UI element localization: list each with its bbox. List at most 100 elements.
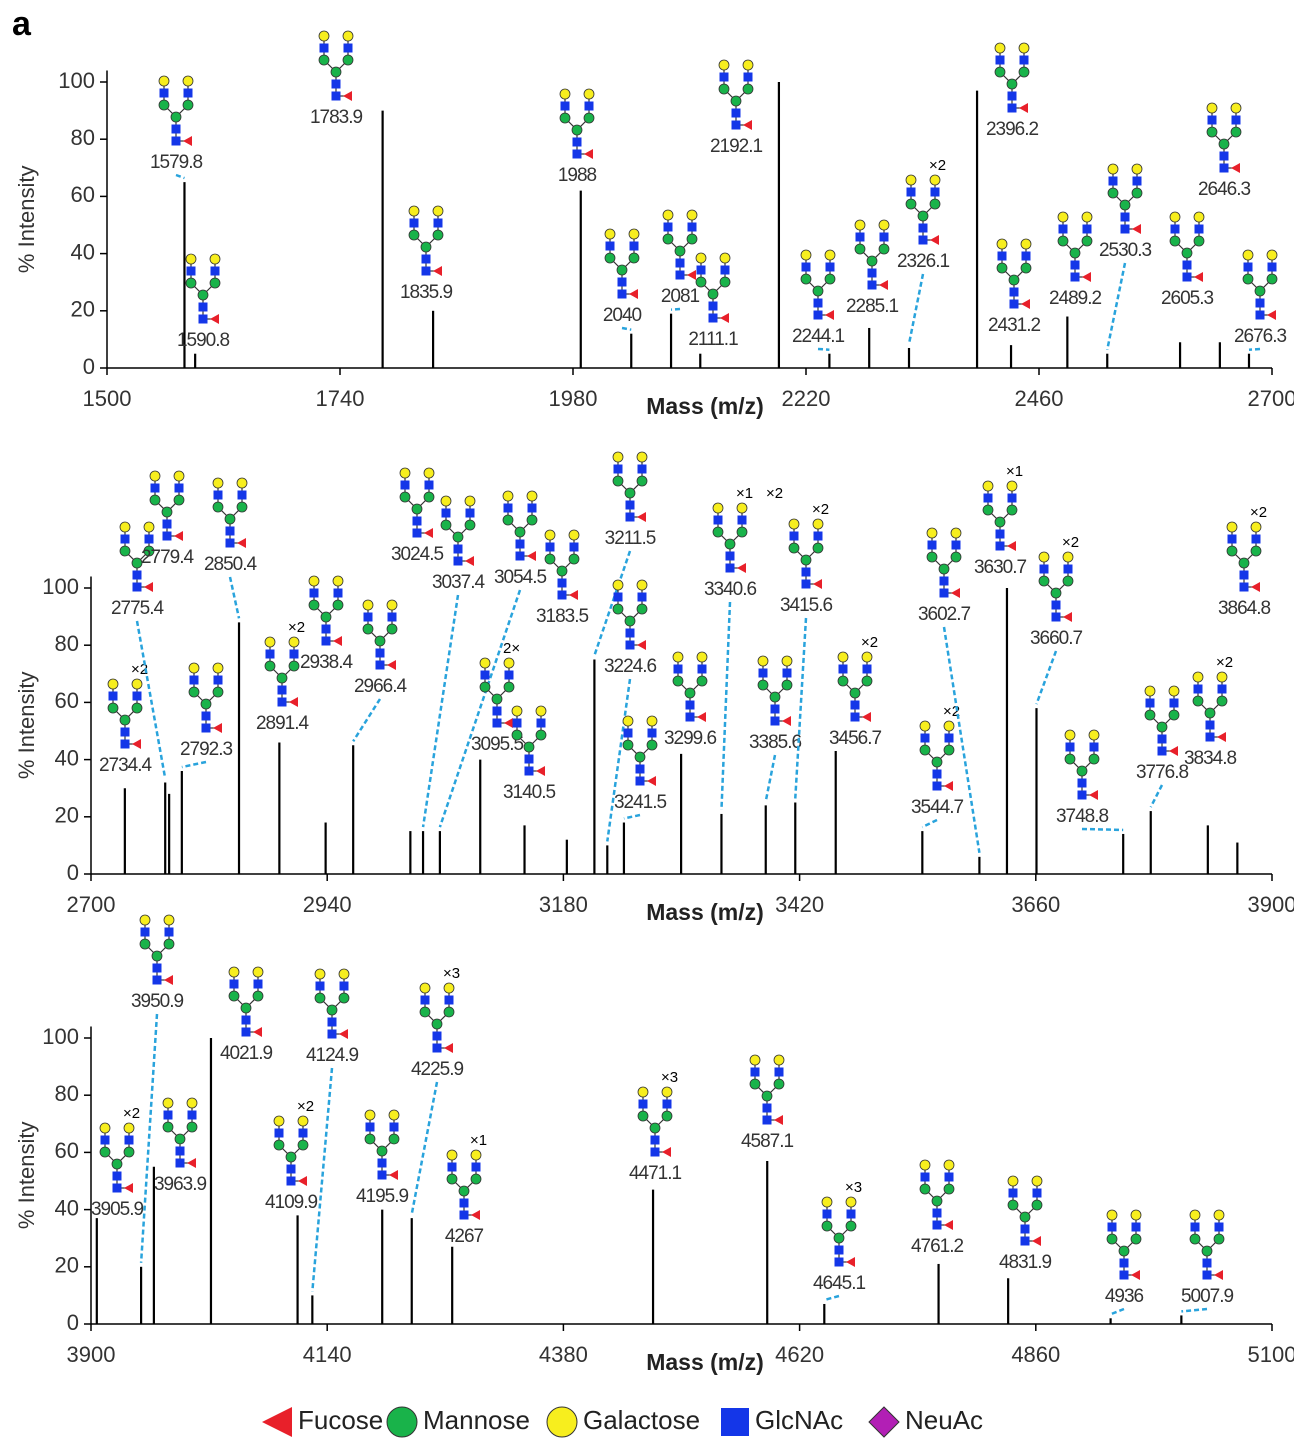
glycan-icon bbox=[854, 219, 890, 290]
peak-label: 4124.9 bbox=[306, 1045, 359, 1066]
hexose bbox=[686, 209, 698, 221]
hexose bbox=[252, 966, 264, 978]
connector bbox=[720, 601, 732, 810]
x-tick-label: 3660 bbox=[1011, 892, 1060, 917]
hexose bbox=[583, 88, 595, 100]
glcnac bbox=[560, 101, 570, 111]
hexose bbox=[318, 54, 330, 66]
y-tick-label: 60 bbox=[55, 1138, 79, 1163]
glcnac bbox=[444, 995, 454, 1005]
hexose bbox=[149, 470, 161, 482]
hexose bbox=[502, 490, 514, 502]
hexose bbox=[919, 720, 931, 732]
connector bbox=[593, 550, 632, 656]
hexose bbox=[861, 675, 873, 687]
glcnac bbox=[201, 711, 211, 721]
glcnac bbox=[331, 91, 341, 101]
peak-label: 2244.1 bbox=[792, 326, 845, 347]
hexose bbox=[724, 538, 736, 550]
fucose bbox=[637, 640, 646, 650]
glcnac bbox=[1202, 1258, 1212, 1268]
hexose bbox=[288, 660, 300, 672]
fucose bbox=[1267, 310, 1276, 320]
hexose bbox=[408, 229, 420, 241]
peak-label: 3224.6 bbox=[604, 656, 657, 677]
glycan-icon bbox=[1192, 671, 1228, 742]
hexose bbox=[571, 124, 583, 136]
glycan-icon bbox=[718, 59, 754, 130]
y-tick-label: 0 bbox=[83, 354, 95, 379]
hexose bbox=[1250, 521, 1262, 533]
hexose bbox=[188, 662, 200, 674]
glcnac bbox=[1021, 251, 1031, 261]
glcnac bbox=[421, 266, 431, 276]
glcnac bbox=[198, 314, 208, 324]
glcnac bbox=[647, 728, 657, 738]
glycan-icon bbox=[440, 495, 476, 566]
glcnac bbox=[198, 302, 208, 312]
hexose bbox=[1144, 709, 1156, 721]
glycan-icon bbox=[139, 914, 175, 985]
hexose bbox=[131, 678, 143, 690]
y-tick-label: 40 bbox=[71, 239, 95, 264]
glcnac bbox=[315, 981, 325, 991]
peak-label: 1590.8 bbox=[177, 330, 230, 351]
glcnac bbox=[225, 526, 235, 536]
glycan-icon bbox=[749, 1054, 785, 1125]
glcnac bbox=[1107, 1222, 1117, 1232]
y-tick-label: 100 bbox=[58, 68, 95, 93]
hexose bbox=[749, 1078, 761, 1090]
glcnac bbox=[813, 531, 823, 541]
hexose bbox=[761, 1090, 773, 1102]
glcnac bbox=[1119, 1258, 1129, 1268]
x-tick-label: 3180 bbox=[539, 892, 588, 917]
peak-label: 2779.4 bbox=[141, 547, 195, 568]
connector bbox=[907, 273, 925, 345]
glcnac bbox=[932, 781, 942, 791]
hexose bbox=[1064, 753, 1076, 765]
hexose bbox=[440, 519, 452, 531]
hexose bbox=[812, 542, 824, 554]
hexose bbox=[200, 698, 212, 710]
glcnac bbox=[377, 1170, 387, 1180]
x-tick-label: 2220 bbox=[782, 386, 831, 411]
glcnac bbox=[213, 490, 223, 500]
hexose bbox=[742, 59, 754, 71]
hexose bbox=[1213, 1209, 1225, 1221]
hexose bbox=[950, 527, 962, 539]
fucose bbox=[1007, 541, 1016, 551]
glcnac bbox=[822, 1209, 832, 1219]
hexose bbox=[1006, 504, 1018, 516]
hexose bbox=[288, 636, 300, 648]
glcnac bbox=[162, 519, 172, 529]
y-tick-label: 80 bbox=[55, 631, 79, 656]
fucose bbox=[164, 975, 173, 985]
glcnac bbox=[801, 567, 811, 577]
glycan-icon bbox=[185, 253, 221, 324]
glcnac bbox=[613, 464, 623, 474]
glycan-icon bbox=[712, 502, 748, 573]
hexose bbox=[982, 480, 994, 492]
glcnac bbox=[983, 493, 993, 503]
glcnac bbox=[424, 480, 434, 490]
hexose bbox=[624, 487, 636, 499]
hexose bbox=[197, 289, 209, 301]
fucose bbox=[879, 280, 888, 290]
hexose bbox=[845, 1196, 857, 1208]
hexose bbox=[362, 599, 374, 611]
glcnac bbox=[503, 503, 513, 513]
glcnac bbox=[515, 551, 525, 561]
hexose bbox=[423, 467, 435, 479]
glycan-icon bbox=[273, 1115, 309, 1186]
hexose bbox=[628, 252, 640, 264]
hexose bbox=[544, 529, 556, 541]
glcnac bbox=[789, 531, 799, 541]
hexose bbox=[800, 249, 812, 261]
hexose bbox=[646, 739, 658, 751]
glycan-icon bbox=[1226, 521, 1262, 592]
glcnac bbox=[377, 1158, 387, 1168]
glcnac bbox=[685, 712, 695, 722]
glcnac bbox=[1077, 778, 1087, 788]
hexose bbox=[821, 1196, 833, 1208]
x-tick-label: 5100 bbox=[1248, 1342, 1294, 1367]
